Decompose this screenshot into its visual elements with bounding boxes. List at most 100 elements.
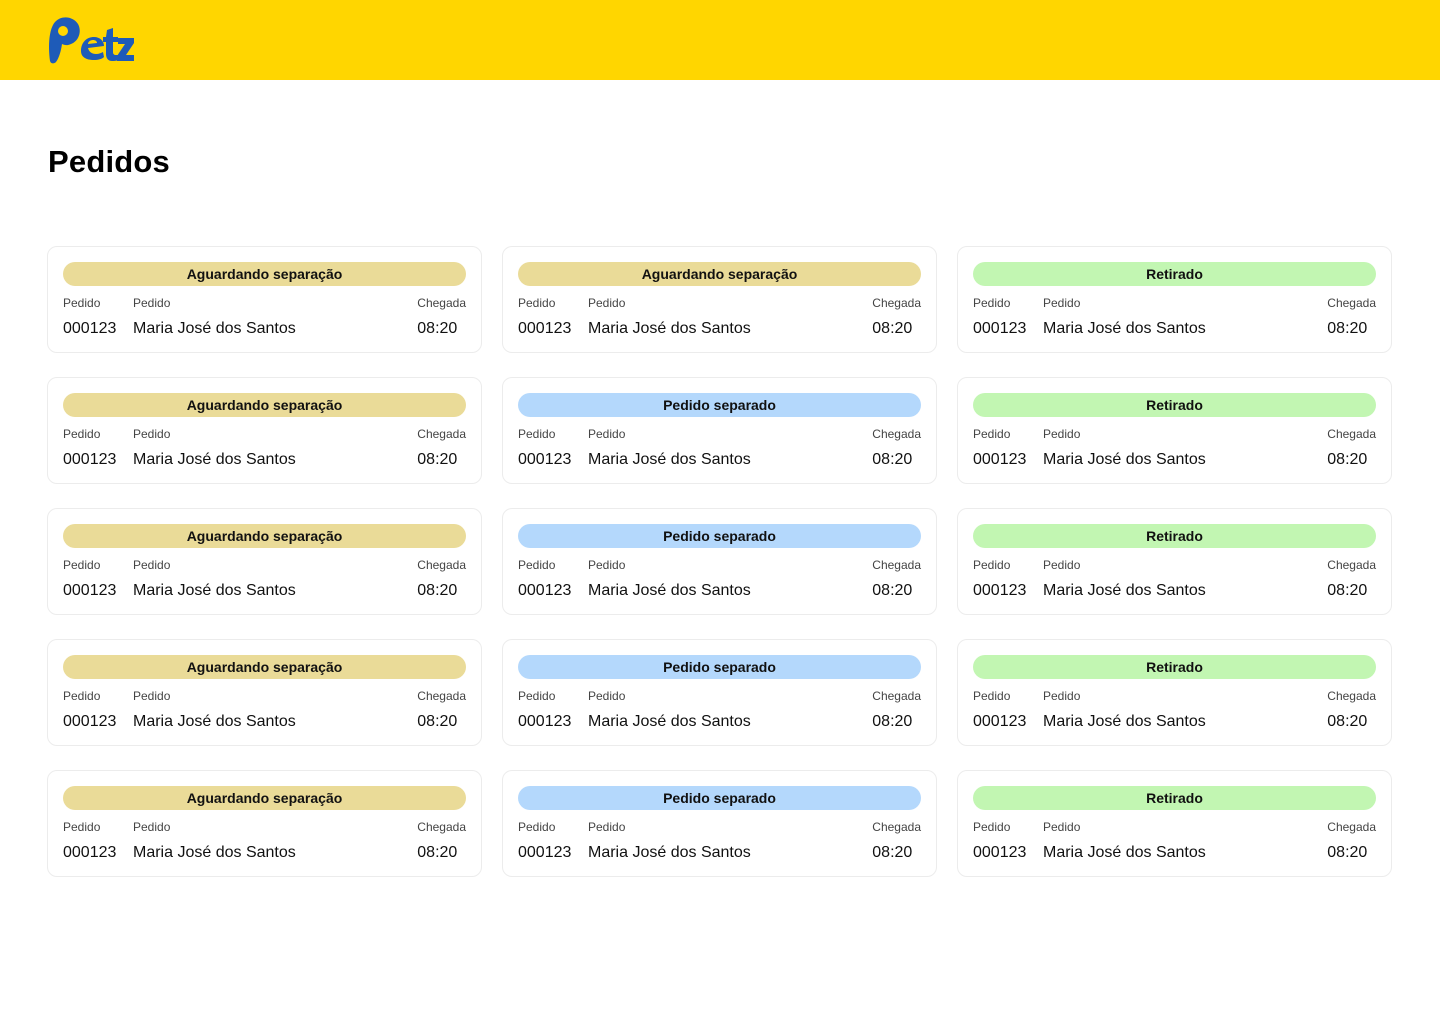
order-number-value: 000123: [973, 844, 1027, 861]
arrival-label: Chegada: [872, 558, 921, 572]
status-badge: Pedido separado: [518, 655, 921, 679]
status-badge: Pedido separado: [518, 786, 921, 810]
order-fields: Pedido 000123 Pedido Maria José dos Sant…: [973, 679, 1376, 739]
customer-name-value: Maria José dos Santos: [133, 713, 296, 730]
customer-name-value: Maria José dos Santos: [588, 844, 751, 861]
order-card[interactable]: Retirado Pedido 000123 Pedido Maria José…: [957, 639, 1392, 746]
customer-name-value: Maria José dos Santos: [133, 582, 296, 599]
order-number-value: 000123: [973, 582, 1027, 599]
arrival-field: Chegada 08:20: [1327, 548, 1376, 600]
arrival-label: Chegada: [1327, 689, 1376, 703]
order-card[interactable]: Aguardando separação Pedido 000123 Pedid…: [47, 508, 482, 615]
petz-logo[interactable]: [47, 15, 135, 65]
arrival-time-value: 08:20: [417, 320, 458, 337]
arrival-time-value: 08:20: [417, 713, 458, 730]
status-badge: Aguardando separação: [63, 393, 466, 417]
arrival-field: Chegada 08:20: [872, 286, 921, 338]
order-card[interactable]: Retirado Pedido 000123 Pedido Maria José…: [957, 770, 1392, 877]
order-number-value: 000123: [518, 713, 572, 730]
customer-label: Pedido: [588, 558, 626, 572]
customer-field: Pedido Maria José dos Santos: [1043, 810, 1206, 862]
order-number-value: 000123: [518, 320, 572, 337]
order-number-label: Pedido: [63, 820, 101, 834]
order-number-field: Pedido 000123: [63, 810, 116, 862]
customer-label: Pedido: [1043, 427, 1081, 441]
status-badge: Retirado: [973, 393, 1376, 417]
order-card[interactable]: Aguardando separação Pedido 000123 Pedid…: [47, 770, 482, 877]
customer-name-value: Maria José dos Santos: [1043, 844, 1206, 861]
order-card[interactable]: Retirado Pedido 000123 Pedido Maria José…: [957, 246, 1392, 353]
order-number-value: 000123: [63, 320, 117, 337]
customer-field: Pedido Maria José dos Santos: [133, 810, 296, 862]
status-badge: Aguardando separação: [63, 524, 466, 548]
order-number-field: Pedido 000123: [63, 548, 116, 600]
arrival-time-value: 08:20: [1327, 844, 1368, 861]
customer-field: Pedido Maria José dos Santos: [1043, 679, 1206, 731]
arrival-label: Chegada: [872, 689, 921, 703]
order-number-value: 000123: [63, 582, 117, 599]
order-card[interactable]: Retirado Pedido 000123 Pedido Maria José…: [957, 377, 1392, 484]
arrival-time-value: 08:20: [1327, 582, 1368, 599]
orders-grid: Aguardando separação Pedido 000123 Pedid…: [47, 246, 1392, 877]
top-bar: [0, 0, 1440, 80]
arrival-time-value: 08:20: [1327, 713, 1368, 730]
order-number-label: Pedido: [518, 296, 556, 310]
status-badge: Retirado: [973, 524, 1376, 548]
customer-field: Pedido Maria José dos Santos: [588, 548, 751, 600]
order-number-field: Pedido 000123: [63, 286, 116, 338]
order-number-value: 000123: [63, 713, 117, 730]
status-badge: Pedido separado: [518, 524, 921, 548]
customer-name-value: Maria José dos Santos: [133, 320, 296, 337]
order-number-value: 000123: [518, 582, 572, 599]
arrival-label: Chegada: [1327, 427, 1376, 441]
order-fields: Pedido 000123 Pedido Maria José dos Sant…: [518, 679, 921, 739]
order-fields: Pedido 000123 Pedido Maria José dos Sant…: [63, 679, 466, 739]
order-number-label: Pedido: [518, 820, 556, 834]
order-fields: Pedido 000123 Pedido Maria José dos Sant…: [63, 810, 466, 870]
arrival-time-value: 08:20: [417, 844, 458, 861]
arrival-label: Chegada: [417, 296, 466, 310]
order-card[interactable]: Aguardando separação Pedido 000123 Pedid…: [47, 377, 482, 484]
customer-name-value: Maria José dos Santos: [1043, 713, 1206, 730]
order-card[interactable]: Pedido separado Pedido 000123 Pedido Mar…: [502, 770, 937, 877]
arrival-label: Chegada: [1327, 296, 1376, 310]
order-card[interactable]: Retirado Pedido 000123 Pedido Maria José…: [957, 508, 1392, 615]
arrival-field: Chegada 08:20: [872, 548, 921, 600]
arrival-field: Chegada 08:20: [872, 679, 921, 731]
customer-name-value: Maria José dos Santos: [1043, 451, 1206, 468]
order-card[interactable]: Aguardando separação Pedido 000123 Pedid…: [47, 639, 482, 746]
order-number-label: Pedido: [973, 820, 1011, 834]
order-fields: Pedido 000123 Pedido Maria José dos Sant…: [63, 286, 466, 346]
customer-name-value: Maria José dos Santos: [588, 713, 751, 730]
customer-label: Pedido: [133, 427, 171, 441]
order-number-field: Pedido 000123: [63, 679, 116, 731]
order-card[interactable]: Pedido separado Pedido 000123 Pedido Mar…: [502, 639, 937, 746]
arrival-field: Chegada 08:20: [872, 810, 921, 862]
order-fields: Pedido 000123 Pedido Maria José dos Sant…: [973, 417, 1376, 477]
arrival-field: Chegada 08:20: [417, 810, 466, 862]
order-card[interactable]: Pedido separado Pedido 000123 Pedido Mar…: [502, 377, 937, 484]
order-card[interactable]: Pedido separado Pedido 000123 Pedido Mar…: [502, 508, 937, 615]
arrival-time-value: 08:20: [872, 451, 913, 468]
customer-label: Pedido: [588, 689, 626, 703]
customer-name-value: Maria José dos Santos: [588, 320, 751, 337]
arrival-time-value: 08:20: [417, 451, 458, 468]
arrival-label: Chegada: [417, 427, 466, 441]
arrival-label: Chegada: [872, 820, 921, 834]
status-badge: Aguardando separação: [63, 655, 466, 679]
arrival-field: Chegada 08:20: [872, 417, 921, 469]
order-number-field: Pedido 000123: [973, 286, 1026, 338]
customer-field: Pedido Maria José dos Santos: [588, 810, 751, 862]
customer-label: Pedido: [1043, 296, 1081, 310]
order-number-field: Pedido 000123: [518, 286, 571, 338]
arrival-time-value: 08:20: [872, 582, 913, 599]
arrival-time-value: 08:20: [1327, 320, 1368, 337]
order-card[interactable]: Aguardando separação Pedido 000123 Pedid…: [47, 246, 482, 353]
arrival-field: Chegada 08:20: [1327, 286, 1376, 338]
arrival-field: Chegada 08:20: [1327, 810, 1376, 862]
arrival-field: Chegada 08:20: [417, 548, 466, 600]
arrival-time-value: 08:20: [417, 582, 458, 599]
order-card[interactable]: Aguardando separação Pedido 000123 Pedid…: [502, 246, 937, 353]
arrival-label: Chegada: [417, 558, 466, 572]
customer-name-value: Maria José dos Santos: [1043, 582, 1206, 599]
